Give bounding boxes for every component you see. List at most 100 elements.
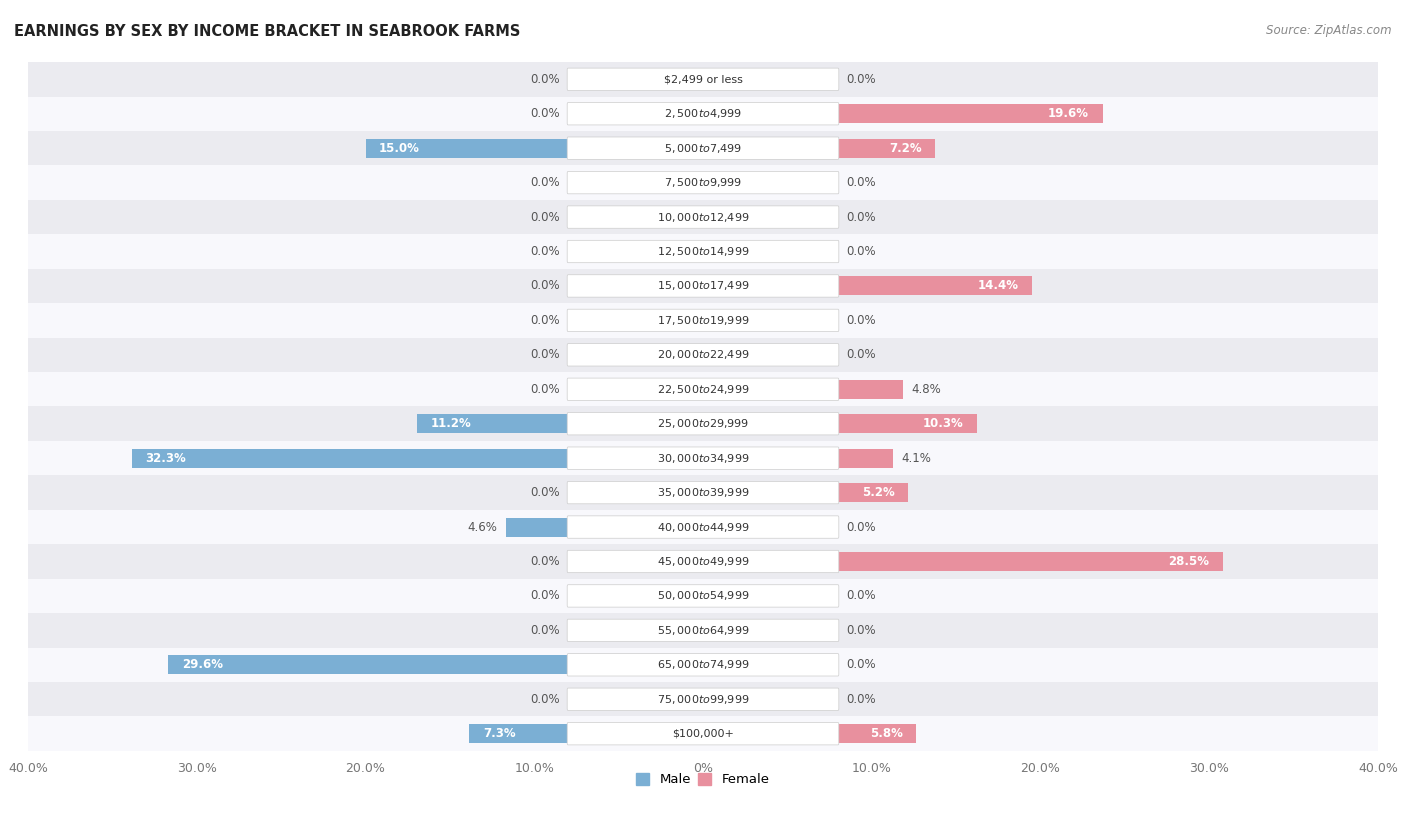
FancyBboxPatch shape [567,206,839,228]
Text: $45,000 to $49,999: $45,000 to $49,999 [657,555,749,568]
Text: 0.0%: 0.0% [846,520,876,533]
Text: $50,000 to $54,999: $50,000 to $54,999 [657,589,749,602]
Bar [28,544,1378,579]
FancyBboxPatch shape [567,275,839,297]
Text: 0.0%: 0.0% [530,693,560,706]
Text: 0.0%: 0.0% [846,176,876,189]
Text: 0.0%: 0.0% [530,176,560,189]
Text: 15.0%: 15.0% [380,141,420,154]
Text: 0.0%: 0.0% [846,659,876,672]
Bar [28,579,1378,613]
FancyBboxPatch shape [567,344,839,366]
FancyBboxPatch shape [567,241,839,263]
Bar [28,303,1378,337]
Legend: Male, Female: Male, Female [631,767,775,791]
Bar [28,510,1378,544]
Bar [28,682,1378,716]
Text: $7,500 to $9,999: $7,500 to $9,999 [664,176,742,189]
Bar [838,724,917,743]
Text: 11.2%: 11.2% [430,417,471,430]
Bar [28,476,1378,510]
Text: $10,000 to $12,499: $10,000 to $12,499 [657,211,749,224]
Bar [169,655,568,674]
Text: 28.5%: 28.5% [1168,555,1209,568]
Bar [28,97,1378,131]
Text: 0.0%: 0.0% [846,245,876,258]
Text: 7.2%: 7.2% [889,141,922,154]
Bar [28,337,1378,372]
Bar [28,62,1378,97]
Bar [366,139,568,158]
Text: 29.6%: 29.6% [181,659,224,672]
Text: $22,500 to $24,999: $22,500 to $24,999 [657,383,749,396]
FancyBboxPatch shape [567,516,839,538]
Text: 0.0%: 0.0% [530,211,560,224]
Text: 5.8%: 5.8% [870,727,903,740]
Text: $75,000 to $99,999: $75,000 to $99,999 [657,693,749,706]
Text: $17,500 to $19,999: $17,500 to $19,999 [657,314,749,327]
Bar [838,276,1032,295]
Text: 0.0%: 0.0% [530,245,560,258]
Text: $25,000 to $29,999: $25,000 to $29,999 [657,417,749,430]
Bar [28,406,1378,441]
Text: Source: ZipAtlas.com: Source: ZipAtlas.com [1267,24,1392,37]
Text: 0.0%: 0.0% [530,314,560,327]
Text: 0.0%: 0.0% [530,555,560,568]
FancyBboxPatch shape [567,137,839,159]
Text: 0.0%: 0.0% [846,693,876,706]
FancyBboxPatch shape [567,585,839,607]
FancyBboxPatch shape [567,550,839,572]
FancyBboxPatch shape [567,309,839,332]
Text: $30,000 to $34,999: $30,000 to $34,999 [657,452,749,465]
Text: 0.0%: 0.0% [846,73,876,86]
Text: $35,000 to $39,999: $35,000 to $39,999 [657,486,749,499]
Text: 19.6%: 19.6% [1047,107,1090,120]
Bar [838,552,1223,571]
Text: $12,500 to $14,999: $12,500 to $14,999 [657,245,749,258]
Text: 0.0%: 0.0% [846,211,876,224]
Text: 0.0%: 0.0% [530,280,560,293]
Text: $2,500 to $4,999: $2,500 to $4,999 [664,107,742,120]
Text: 4.6%: 4.6% [468,520,498,533]
Text: $65,000 to $74,999: $65,000 to $74,999 [657,659,749,672]
Text: 0.0%: 0.0% [530,348,560,361]
Text: 4.1%: 4.1% [901,452,932,465]
FancyBboxPatch shape [567,447,839,469]
Text: $100,000+: $100,000+ [672,728,734,739]
Bar [838,380,903,398]
Text: $40,000 to $44,999: $40,000 to $44,999 [657,520,749,533]
Text: 0.0%: 0.0% [530,589,560,602]
Text: $20,000 to $22,499: $20,000 to $22,499 [657,348,749,361]
FancyBboxPatch shape [567,102,839,125]
Bar [838,139,935,158]
Text: $5,000 to $7,499: $5,000 to $7,499 [664,141,742,154]
FancyBboxPatch shape [567,378,839,401]
Text: 4.8%: 4.8% [911,383,941,396]
Text: $2,499 or less: $2,499 or less [664,74,742,85]
Text: EARNINGS BY SEX BY INCOME BRACKET IN SEABROOK FARMS: EARNINGS BY SEX BY INCOME BRACKET IN SEA… [14,24,520,39]
Bar [838,415,977,433]
Bar [838,449,893,467]
FancyBboxPatch shape [567,654,839,676]
Bar [28,131,1378,165]
Text: 0.0%: 0.0% [846,589,876,602]
Bar [506,518,568,537]
Bar [28,200,1378,234]
Text: 7.3%: 7.3% [484,727,516,740]
Bar [28,613,1378,648]
Text: 32.3%: 32.3% [146,452,187,465]
FancyBboxPatch shape [567,723,839,745]
FancyBboxPatch shape [567,688,839,711]
Bar [132,449,568,467]
Text: $55,000 to $64,999: $55,000 to $64,999 [657,624,749,637]
Text: 0.0%: 0.0% [846,624,876,637]
Text: 0.0%: 0.0% [530,624,560,637]
Bar [28,165,1378,200]
Text: 0.0%: 0.0% [846,314,876,327]
Text: 14.4%: 14.4% [977,280,1019,293]
Text: 0.0%: 0.0% [846,348,876,361]
Text: 0.0%: 0.0% [530,73,560,86]
FancyBboxPatch shape [567,68,839,90]
Bar [416,415,568,433]
Bar [28,441,1378,476]
